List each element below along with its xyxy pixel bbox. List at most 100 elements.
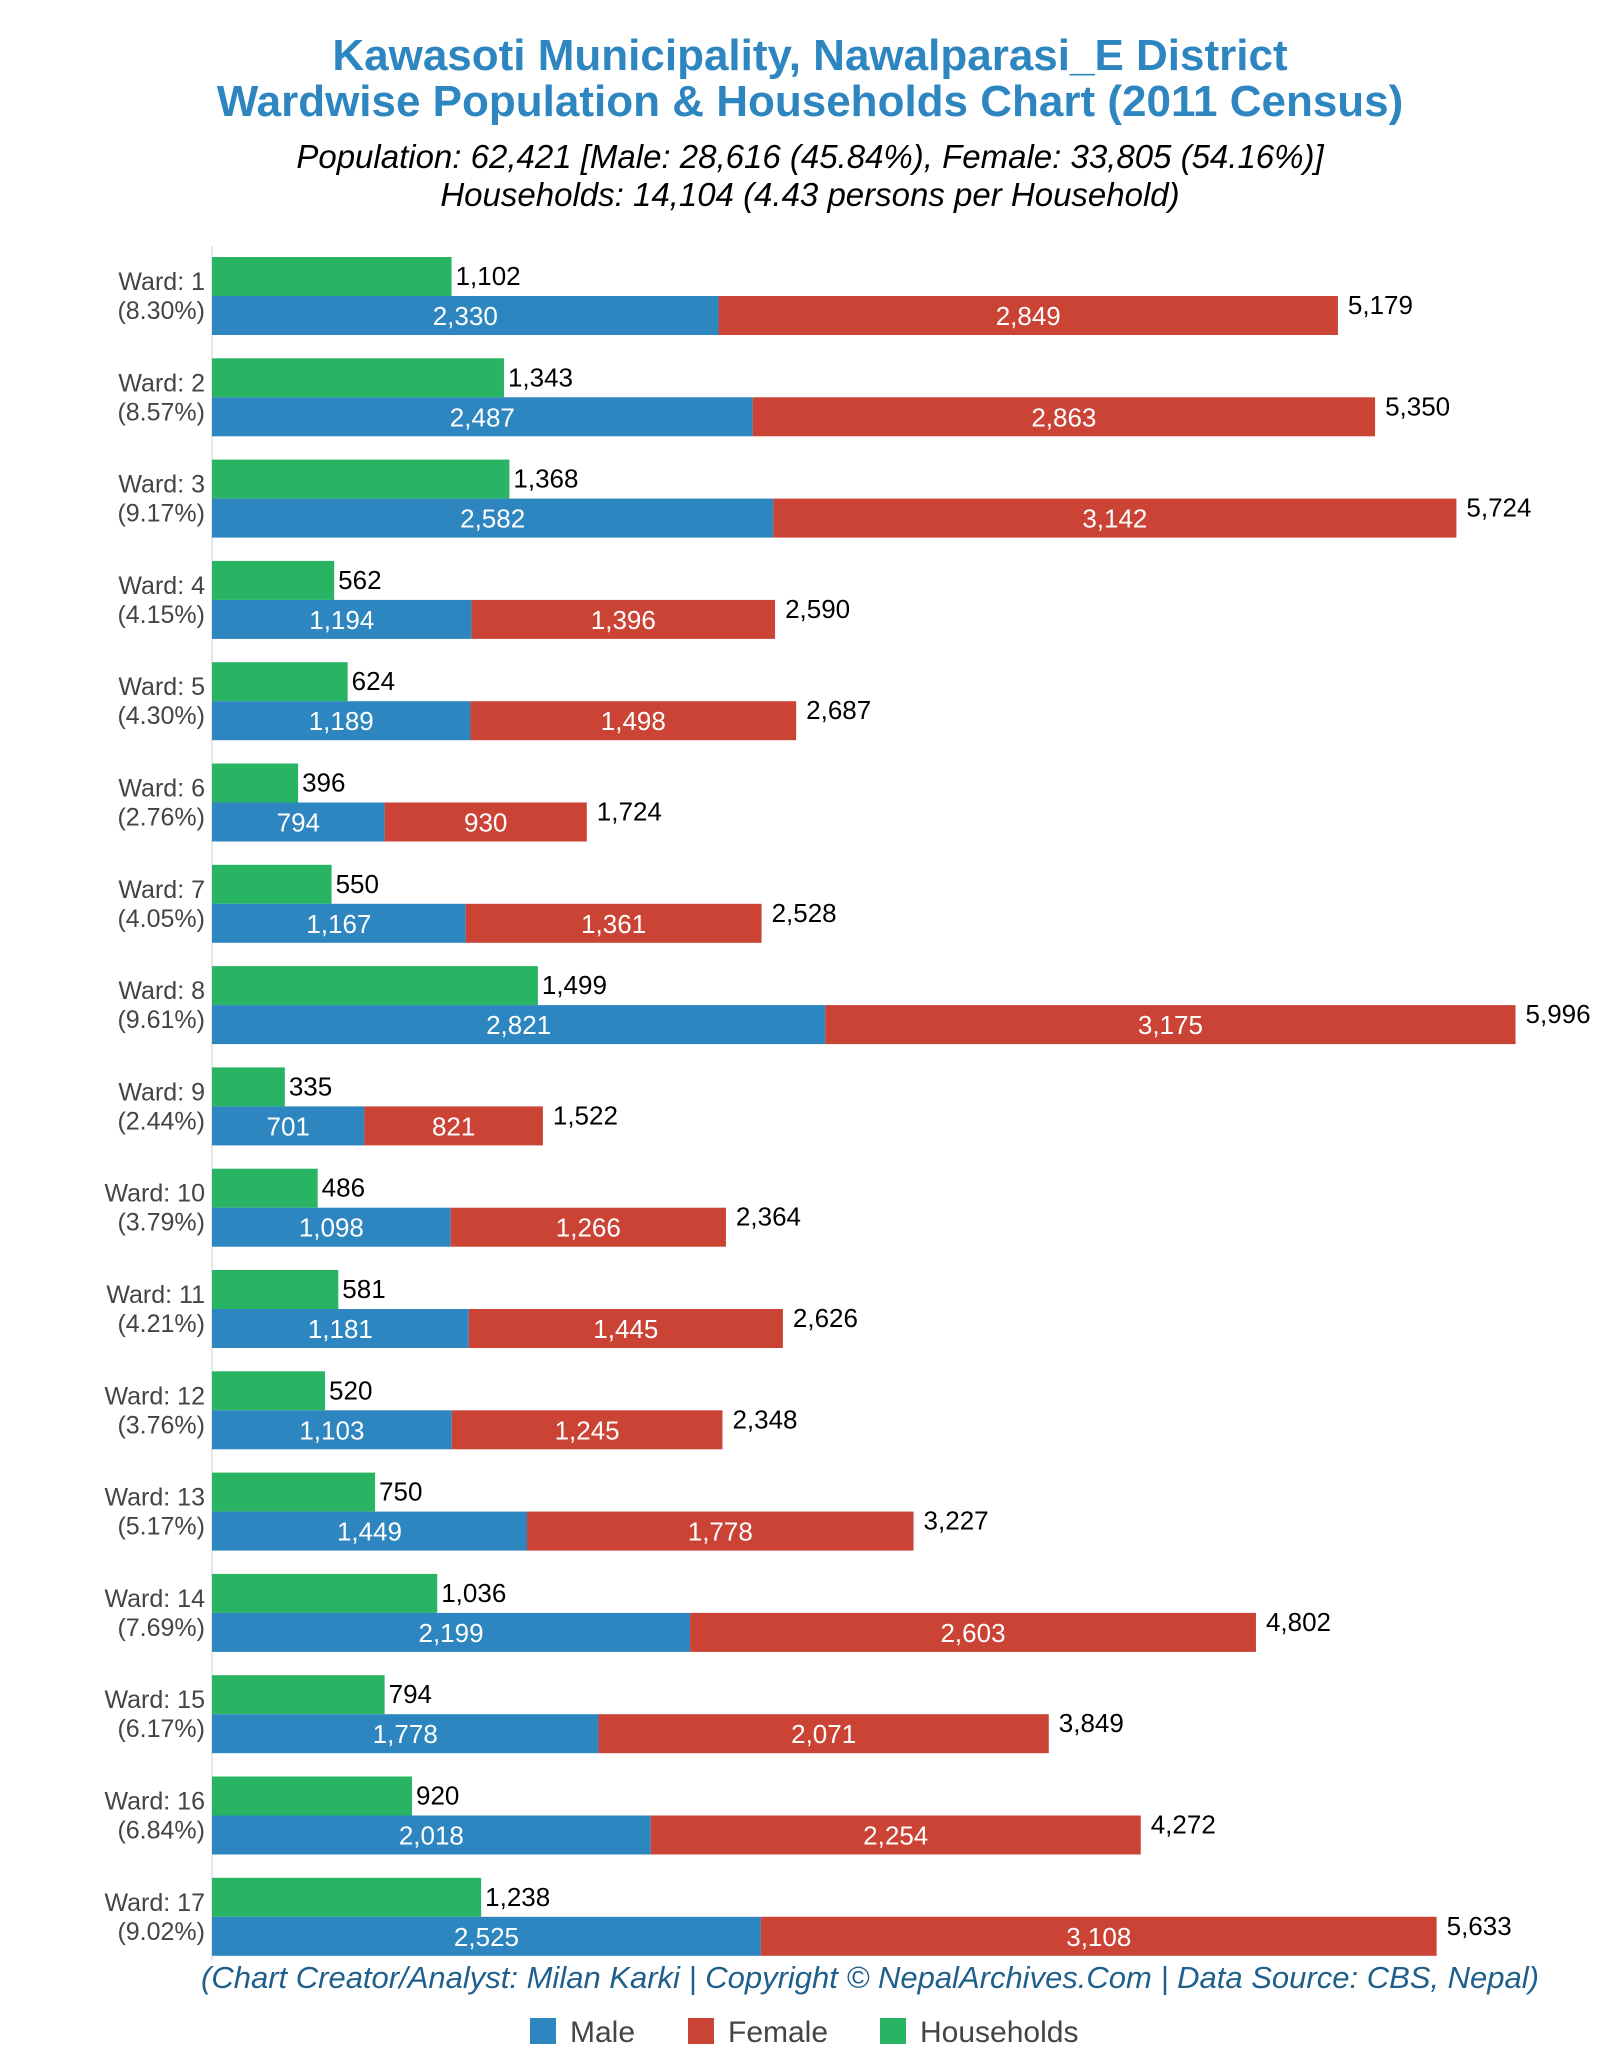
ward-percent-label: (4.05%): [117, 905, 205, 933]
households-value-label: 1,499: [542, 970, 607, 1000]
female-bar: [650, 1815, 1141, 1855]
households-value-label: 1,102: [456, 261, 521, 291]
households-bar: [212, 864, 332, 904]
households-bar: [212, 257, 452, 296]
households-bar: [212, 763, 299, 803]
households-value-label: 550: [336, 869, 379, 899]
male-bar: [212, 903, 466, 943]
total-value-label: 4,802: [1266, 1607, 1331, 1637]
ward-percent-label: (2.76%): [117, 804, 205, 832]
ward-percent-label: (3.76%): [117, 1411, 205, 1439]
male-bar: [212, 498, 774, 538]
households-bar: [212, 1270, 339, 1309]
legend-label-households: Households: [920, 2016, 1078, 2048]
male-value-label: 1,194: [309, 605, 374, 635]
male-value-label: 2,821: [486, 1010, 551, 1040]
total-value-label: 5,996: [1526, 999, 1591, 1029]
male-value-label: 1,181: [308, 1314, 373, 1344]
ward-percent-label: (7.69%): [117, 1614, 205, 1642]
male-bar: [212, 1511, 528, 1551]
ward-percent-label: (2.44%): [117, 1107, 205, 1135]
male-value-label: 1,103: [299, 1415, 364, 1445]
ward-percent-label: (4.15%): [117, 601, 205, 629]
legend-label-male: Male: [570, 2016, 635, 2048]
legend-swatch-households: [880, 2018, 906, 2044]
female-value-label: 2,603: [940, 1618, 1005, 1648]
ward-percent-label: (3.79%): [117, 1209, 205, 1237]
male-bar: [212, 1106, 365, 1146]
households-value-label: 1,036: [441, 1578, 506, 1608]
households-value-label: 624: [352, 666, 395, 696]
total-value-label: 3,227: [924, 1506, 989, 1536]
female-value-label: 3,108: [1066, 1922, 1131, 1952]
total-value-label: 2,590: [785, 594, 850, 624]
female-value-label: 1,445: [593, 1314, 658, 1344]
households-bar: [212, 966, 538, 1006]
female-value-label: 1,396: [591, 605, 656, 635]
male-bar: [212, 599, 472, 639]
households-bar: [212, 358, 504, 398]
ward-label: Ward: 14: [104, 1585, 205, 1613]
households-value-label: 581: [342, 1274, 385, 1304]
legend-swatch-female: [688, 2018, 714, 2044]
ward-label: Ward: 8: [118, 977, 205, 1005]
female-value-label: 1,266: [556, 1213, 621, 1243]
male-bar: [212, 1714, 599, 1754]
ward-label: Ward: 16: [104, 1788, 205, 1816]
male-value-label: 2,330: [433, 301, 498, 331]
female-value-label: 2,254: [863, 1821, 928, 1851]
total-value-label: 2,528: [772, 898, 837, 928]
female-bar: [752, 397, 1376, 437]
male-value-label: 1,098: [299, 1213, 364, 1243]
chart-footer: (Chart Creator/Analyst: Milan Karki | Co…: [201, 1960, 1539, 1995]
female-bar: [825, 1005, 1516, 1045]
households-value-label: 794: [389, 1679, 432, 1709]
male-value-label: 2,199: [418, 1618, 483, 1648]
ward-percent-label: (9.02%): [117, 1918, 205, 1946]
female-value-label: 1,361: [581, 909, 646, 939]
ward-percent-label: (5.17%): [117, 1513, 205, 1541]
female-bar: [450, 1207, 726, 1247]
ward-label: Ward: 11: [106, 1281, 205, 1309]
male-bar: [212, 701, 471, 741]
ward-label: Ward: 10: [104, 1180, 205, 1208]
total-value-label: 2,626: [793, 1303, 858, 1333]
male-bar: [212, 1309, 469, 1348]
ward-label: Ward: 1: [118, 268, 205, 296]
female-value-label: 2,849: [996, 301, 1061, 331]
ward-label: Ward: 13: [104, 1484, 205, 1512]
households-value-label: 1,368: [513, 464, 578, 494]
total-value-label: 5,179: [1348, 290, 1413, 320]
female-bar: [384, 802, 587, 842]
legend: Male Female Households: [530, 2016, 1078, 2048]
households-bar: [212, 1067, 285, 1107]
households-bar: [212, 1776, 413, 1816]
households-bar: [212, 1675, 385, 1715]
male-bar: [212, 1207, 451, 1247]
ward-label: Ward: 3: [118, 471, 205, 499]
ward-label: Ward: 12: [104, 1382, 205, 1410]
male-bar: [212, 1916, 761, 1956]
ward-percent-label: (9.17%): [117, 500, 205, 528]
female-value-label: 2,071: [791, 1719, 856, 1749]
ward-percent-label: (8.57%): [117, 398, 205, 426]
households-value-label: 396: [302, 768, 345, 798]
female-bar: [760, 1916, 1437, 1956]
households-value-label: 750: [379, 1477, 422, 1507]
female-value-label: 3,175: [1138, 1010, 1203, 1040]
households-value-label: 486: [322, 1173, 365, 1203]
male-value-label: 1,167: [306, 909, 371, 939]
households-value-label: 520: [329, 1375, 372, 1405]
female-bar: [451, 1410, 723, 1450]
households-value-label: 1,343: [508, 362, 573, 392]
households-value-label: 920: [416, 1781, 459, 1811]
female-bar: [690, 1612, 1256, 1652]
households-bar: [212, 1472, 376, 1512]
female-bar: [364, 1106, 543, 1146]
male-value-label: 794: [277, 808, 320, 838]
female-value-label: 1,778: [688, 1517, 753, 1547]
female-value-label: 3,142: [1082, 504, 1147, 534]
chart-title-line-1: Kawasoti Municipality, Nawalparasi_E Dis…: [332, 31, 1288, 80]
households-bar: [212, 459, 510, 499]
